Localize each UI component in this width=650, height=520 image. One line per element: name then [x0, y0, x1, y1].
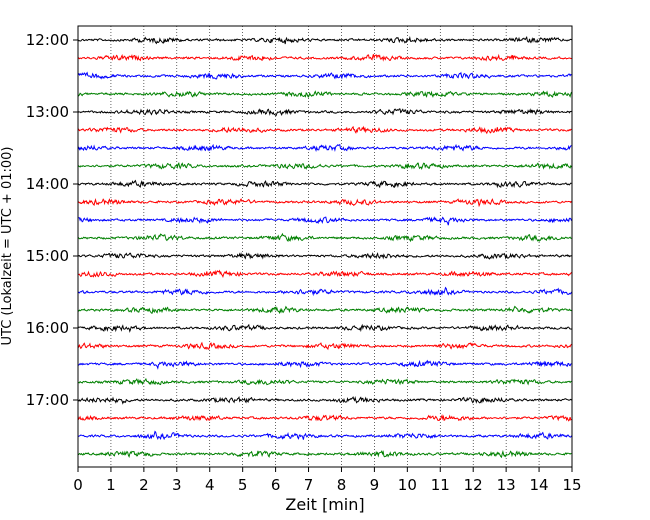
y-tick-label: 16:00 — [26, 319, 69, 337]
seismogram-trace — [77, 35, 572, 45]
seismogram-trace — [77, 53, 572, 62]
x-tick-label: 5 — [238, 476, 248, 494]
x-tick-label: 9 — [370, 476, 380, 494]
x-tick-label: 14 — [530, 476, 549, 494]
y-tick-label: 17:00 — [26, 391, 69, 409]
seismogram-trace — [77, 162, 572, 170]
seismogram-trace — [77, 143, 572, 152]
x-axis-ticks: 0 1 2 3 4 5 6 7 8 9 10 11 12 13 14 15 — [73, 467, 582, 494]
seismogram-trace — [77, 252, 572, 260]
x-tick-label: 8 — [337, 476, 347, 494]
seismogram-trace — [77, 125, 572, 135]
seismogram-trace — [77, 449, 572, 459]
x-tick-label: 7 — [304, 476, 314, 494]
y-tick-label: 15:00 — [26, 247, 69, 265]
y-axis-ticks: 12:00 13:00 14:00 15:00 16:00 17:00 — [26, 31, 78, 409]
x-tick-label: 6 — [271, 476, 281, 494]
plot-area-frame — [77, 25, 573, 468]
seismogram-trace — [77, 216, 572, 226]
x-axis-label: Zeit [min] — [285, 495, 364, 514]
seismogram-trace — [77, 323, 572, 333]
seismogram-trace — [77, 90, 572, 99]
seismogram-trace — [77, 179, 572, 189]
seismogram-trace — [77, 430, 572, 441]
seismogram-traces — [77, 35, 572, 459]
x-tick-label: 10 — [398, 476, 417, 494]
x-tick-label: 13 — [497, 476, 516, 494]
x-tick-label: 0 — [73, 476, 83, 494]
y-tick-label: 12:00 — [26, 31, 69, 49]
y-tick-label: 13:00 — [26, 103, 69, 121]
x-tick-label: 12 — [464, 476, 483, 494]
seismogram-trace — [77, 377, 572, 386]
seismogram-trace — [77, 286, 572, 297]
x-tick-label: 1 — [106, 476, 116, 494]
seismogram-trace — [77, 305, 572, 315]
seismogram-trace — [77, 395, 572, 405]
seismogram-trace — [77, 108, 572, 117]
seismogram-trace — [77, 232, 572, 243]
x-tick-label: 11 — [431, 476, 450, 494]
seismogram-trace — [77, 414, 572, 422]
seismogram-trace — [77, 341, 572, 351]
y-tick-label: 14:00 — [26, 175, 69, 193]
y-axis-label: UTC (Lokalzeit = UTC + 01:00) — [0, 147, 15, 346]
x-tick-label: 3 — [172, 476, 182, 494]
x-tick-label: 4 — [205, 476, 215, 494]
x-tick-label: 15 — [562, 476, 581, 494]
seismogram-trace — [77, 198, 572, 208]
seismogram-trace — [77, 359, 572, 370]
seismogram-trace — [77, 269, 572, 278]
seismogram-trace — [77, 71, 572, 80]
x-tick-label: 2 — [139, 476, 149, 494]
